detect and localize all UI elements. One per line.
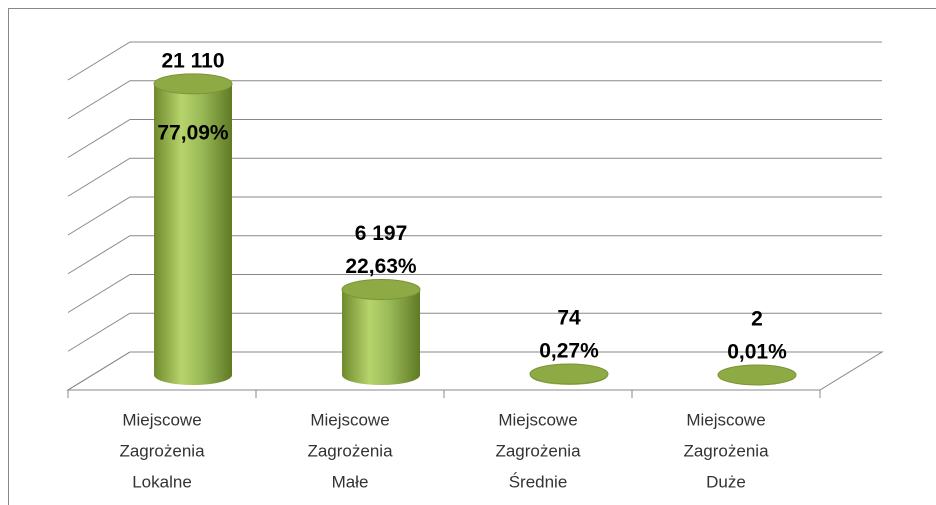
x-tick-label: Zagrożenia bbox=[495, 441, 581, 460]
grid-line bbox=[67, 196, 882, 236]
x-tick-label: Zagrożenia bbox=[119, 441, 205, 460]
bar bbox=[717, 364, 797, 386]
value-label: 2 bbox=[751, 308, 763, 331]
grid-line bbox=[67, 119, 882, 158]
value-label: 6 197 bbox=[355, 222, 408, 245]
value-label: 21 110 bbox=[161, 49, 224, 72]
grid-line bbox=[67, 80, 882, 120]
percent-label: 0,01% bbox=[727, 341, 787, 364]
x-tick-label: Miejscowe bbox=[310, 410, 389, 429]
bar-top bbox=[529, 363, 609, 385]
grid-line bbox=[67, 274, 882, 313]
value-label: 74 bbox=[557, 307, 581, 330]
x-tick-label: Miejscowe bbox=[122, 410, 201, 429]
percent-label: 0,27% bbox=[539, 340, 599, 363]
x-tick-label: Duże bbox=[706, 472, 746, 491]
bar-body bbox=[154, 83, 232, 386]
x-tick-label: Miejscowe bbox=[498, 410, 577, 429]
x-tick-label: Zagrożenia bbox=[307, 441, 393, 460]
x-tick-label: Miejscowe bbox=[686, 410, 765, 429]
grid-line bbox=[67, 312, 882, 352]
frame bbox=[8, 8, 936, 505]
bar bbox=[529, 363, 609, 385]
grid-line bbox=[67, 157, 882, 197]
grid-line bbox=[67, 235, 882, 275]
x-tick-label: Zagrożenia bbox=[683, 441, 769, 460]
bar-top bbox=[153, 73, 233, 95]
bar-top bbox=[717, 364, 797, 386]
bar-body bbox=[342, 289, 420, 385]
percent-label: 22,63% bbox=[345, 255, 417, 278]
bar bbox=[341, 279, 421, 385]
x-tick-label: Małe bbox=[332, 472, 369, 491]
grid-line bbox=[67, 41, 882, 81]
bar-top bbox=[341, 279, 421, 301]
x-tick-label: Średnie bbox=[509, 472, 568, 491]
grid-line bbox=[67, 351, 882, 391]
percent-label: 77,09% bbox=[157, 121, 229, 144]
x-tick-label: Lokalne bbox=[132, 472, 192, 491]
bar bbox=[153, 73, 233, 386]
